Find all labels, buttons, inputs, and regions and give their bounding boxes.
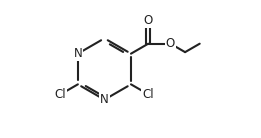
Text: N: N (100, 93, 109, 106)
Text: N: N (74, 47, 82, 60)
Text: O: O (166, 37, 175, 50)
Text: Cl: Cl (55, 88, 67, 101)
Text: O: O (144, 14, 153, 27)
Text: Cl: Cl (143, 88, 154, 101)
